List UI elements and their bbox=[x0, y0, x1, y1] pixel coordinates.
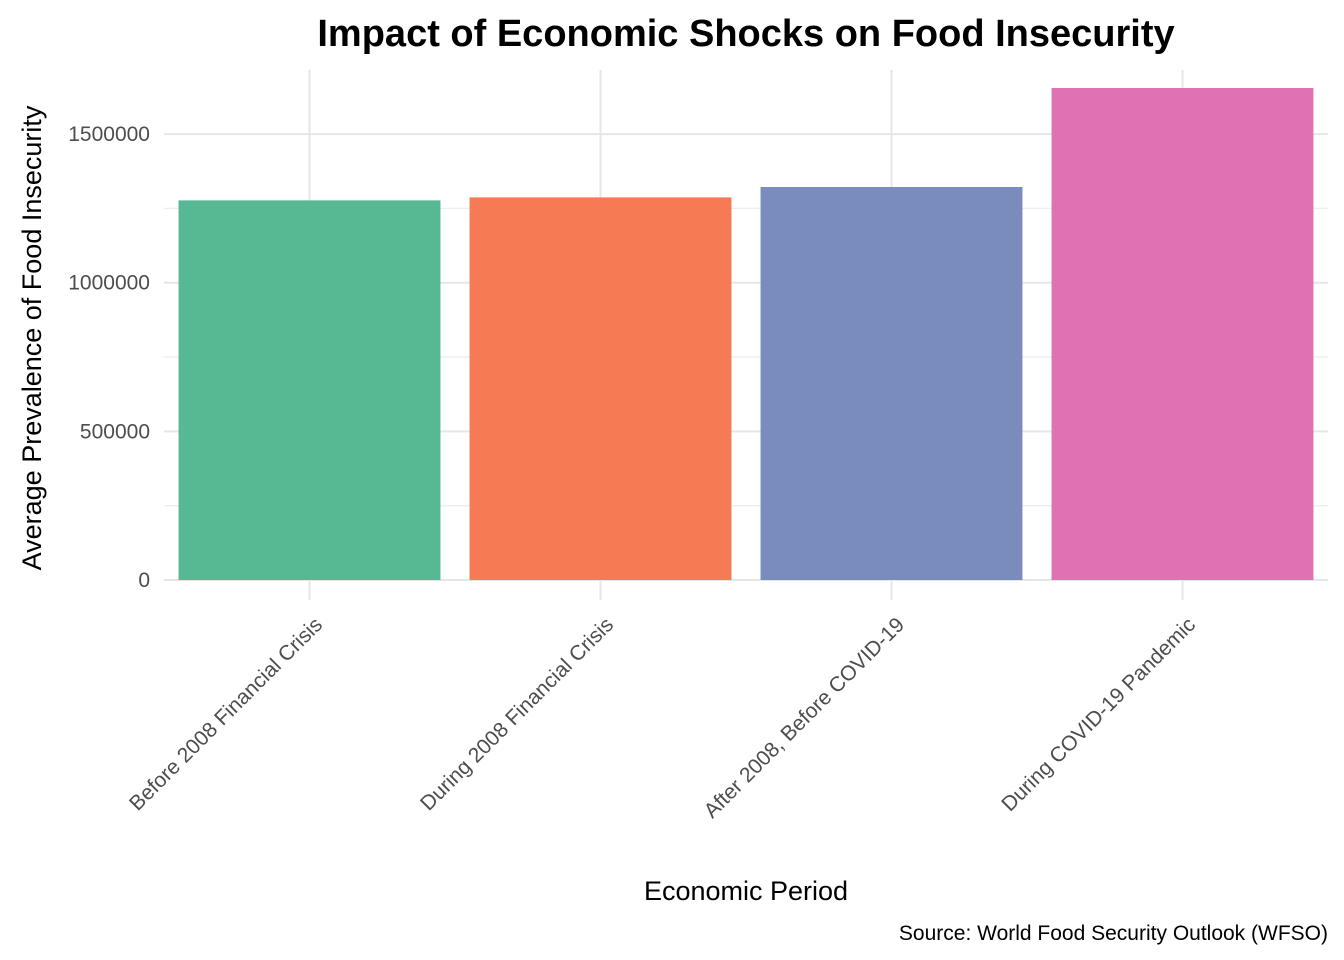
source-caption: Source: World Food Security Outlook (WFS… bbox=[899, 922, 1328, 945]
x-tick-label: During 2008 Financial Crisis bbox=[416, 613, 618, 815]
x-tick-label: After 2008, Before COVID-19 bbox=[700, 613, 909, 822]
chart-title: Impact of Economic Shocks on Food Insecu… bbox=[317, 13, 1174, 55]
x-axis-title: Economic Period bbox=[644, 876, 848, 906]
x-tick-label: Before 2008 Financial Crisis bbox=[125, 613, 327, 815]
y-tick-label: 0 bbox=[138, 569, 150, 592]
y-tick-label: 1500000 bbox=[68, 123, 150, 146]
bars bbox=[178, 88, 1314, 581]
y-tick-label: 1000000 bbox=[68, 272, 150, 295]
bar[interactable] bbox=[469, 197, 732, 580]
y-axis-ticks: 0 500000 1000000 1500000 bbox=[68, 123, 150, 592]
bar[interactable] bbox=[178, 200, 441, 581]
y-tick-label: 500000 bbox=[80, 420, 150, 443]
bar[interactable] bbox=[1051, 88, 1314, 580]
x-axis-ticks: Before 2008 Financial Crisis During 2008 … bbox=[125, 613, 1200, 822]
x-tick-label: During COVID-19 Pandemic bbox=[997, 613, 1200, 816]
bar[interactable] bbox=[760, 186, 1023, 580]
y-axis-title: Average Prevalence of Food Insecurity bbox=[17, 105, 47, 570]
